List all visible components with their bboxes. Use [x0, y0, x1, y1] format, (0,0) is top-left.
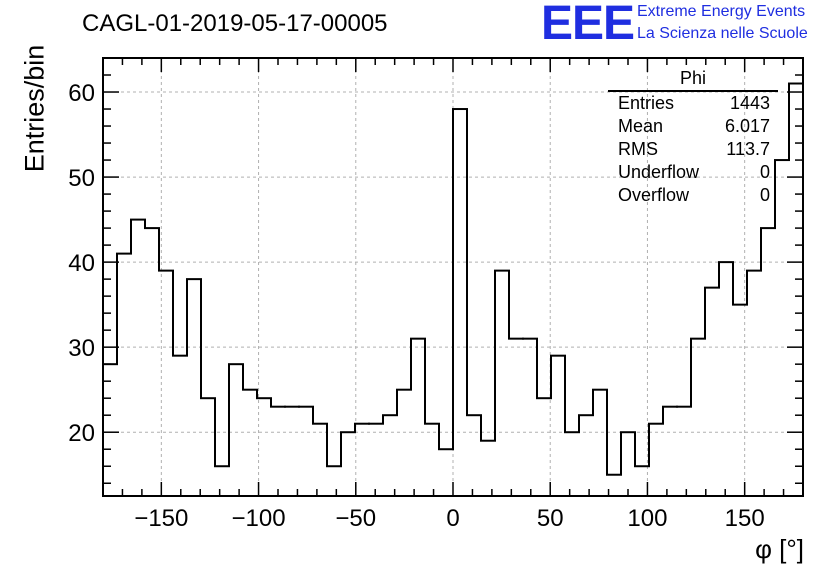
x-tick-label: 100 — [627, 505, 667, 532]
x-tick-label: 50 — [537, 505, 564, 532]
x-tick-label: 150 — [725, 505, 765, 532]
x-tick-label: −100 — [232, 505, 286, 532]
y-tick-label: 40 — [68, 250, 95, 277]
x-tick-label: −150 — [134, 505, 188, 532]
stats-label: Overflow — [618, 185, 690, 205]
y-tick-label: 30 — [68, 335, 95, 362]
stats-row-overflow: Overflow 0 — [608, 184, 778, 207]
stats-value: 0 — [759, 162, 770, 182]
stats-label: RMS — [618, 139, 658, 159]
stats-row-mean: Mean 6.017 — [608, 115, 778, 138]
stats-value: 1443 — [729, 93, 770, 113]
stats-row-rms: RMS 113.7 — [608, 138, 778, 161]
logo-line-2: La Scienza nelle Scuole — [637, 25, 808, 42]
stats-label: Underflow — [618, 162, 700, 182]
y-tick-label: 50 — [68, 165, 95, 192]
x-tick-label: −50 — [335, 505, 376, 532]
stats-value: 113.7 — [726, 139, 770, 159]
y-tick-label: 20 — [68, 420, 95, 447]
y-tick-label: 60 — [68, 80, 95, 107]
stats-value: 0 — [759, 185, 770, 205]
chart-title: CAGL-01-2019-05-17-00005 — [82, 10, 388, 37]
stats-name: Phi — [608, 68, 778, 92]
x-axis-label: φ [°] — [755, 534, 804, 564]
stats-label: Mean — [618, 116, 664, 136]
y-axis-label: Entries/bin — [19, 44, 50, 173]
stats-row-entries: Entries 1443 — [608, 92, 778, 115]
eee-logo: EEE — [541, 0, 635, 50]
stats-box: Phi Entries 1443 Mean 6.017 RMS 113.7 Un… — [608, 68, 778, 207]
stats-row-underflow: Underflow 0 — [608, 161, 778, 184]
logo-line-1: Extreme Energy Events — [637, 3, 806, 20]
x-tick-label: 0 — [446, 505, 459, 532]
stats-label: Entries — [618, 93, 675, 113]
stats-value: 6.017 — [724, 116, 770, 136]
